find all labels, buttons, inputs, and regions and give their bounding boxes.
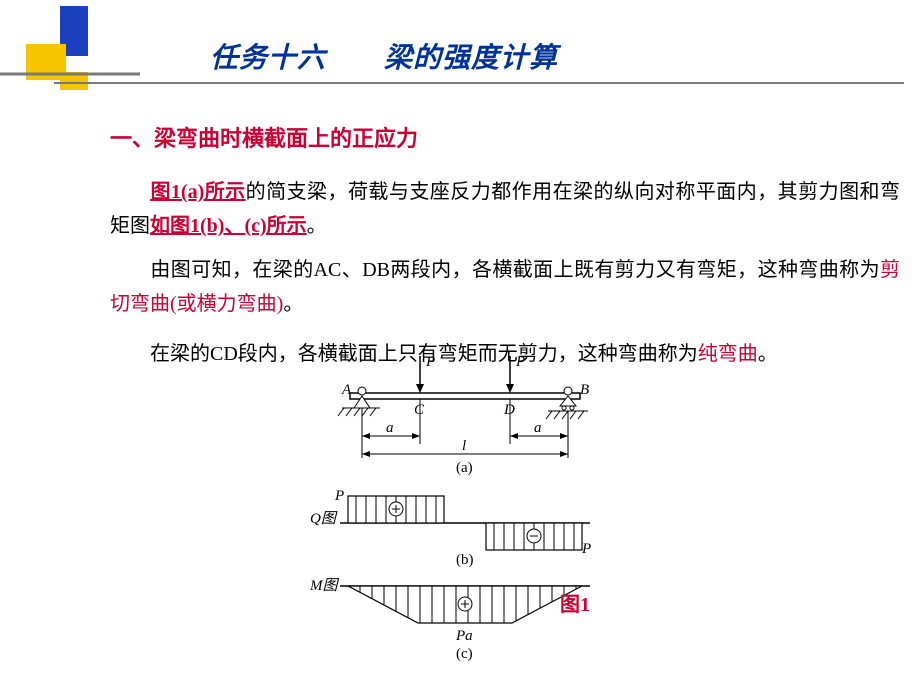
figure-1: P P A B C D a a (0, 348, 920, 673)
fig-sub-b: (b) (456, 552, 474, 568)
fig-A-label: A (341, 382, 352, 398)
fig-sub-a: (a) (456, 460, 473, 476)
ref-fig1bc-link[interactable]: 如图1(b)、(c)所示 (150, 215, 307, 237)
section-heading: 一、梁弯曲时横截面上的正应力 (110, 120, 900, 157)
fig-D-label: D (503, 402, 515, 418)
fig-M-label: M图 (309, 578, 339, 594)
fig-Pa-label: Pa (455, 628, 473, 644)
paragraph-1: 图1(a)所示的简支梁，荷载与支座反力都作用在梁的纵向对称平面内，其剪力图和弯矩… (110, 175, 900, 243)
ref-fig1a-link[interactable]: 图1(a)所示 (150, 181, 246, 203)
para2-text-c: 。 (283, 293, 303, 315)
para2-text-a: 由图可知，在梁的AC、DB两段内，各横截面上既有剪力又有弯矩，这种弯曲称为 (150, 259, 880, 281)
fig-Qp-top: P (334, 488, 344, 504)
fig-P1-label: P (425, 354, 435, 370)
paragraph-2: 由图可知，在梁的AC、DB两段内，各横截面上既有剪力又有弯矩，这种弯曲称为剪切弯… (110, 253, 900, 321)
fig-l-label: l (462, 438, 466, 454)
fig-B-label: B (580, 382, 589, 398)
fig-a1-label: a (386, 420, 394, 436)
title-divider (54, 82, 904, 84)
corner-ornament (0, 0, 140, 100)
fig-P2-label: P (515, 354, 525, 370)
fig-Q-label: Q图 (310, 511, 338, 527)
fig-sub-c: (c) (456, 646, 473, 662)
content-area: 一、梁弯曲时横截面上的正应力 图1(a)所示的简支梁，荷载与支座反力都作用在梁的… (110, 120, 900, 381)
figure-1-label: 图1 (560, 588, 590, 617)
page-title: 任务十六 梁的强度计算 (210, 36, 558, 76)
para1-text-d: 。 (307, 215, 327, 237)
fig-a2-label: a (534, 420, 542, 436)
